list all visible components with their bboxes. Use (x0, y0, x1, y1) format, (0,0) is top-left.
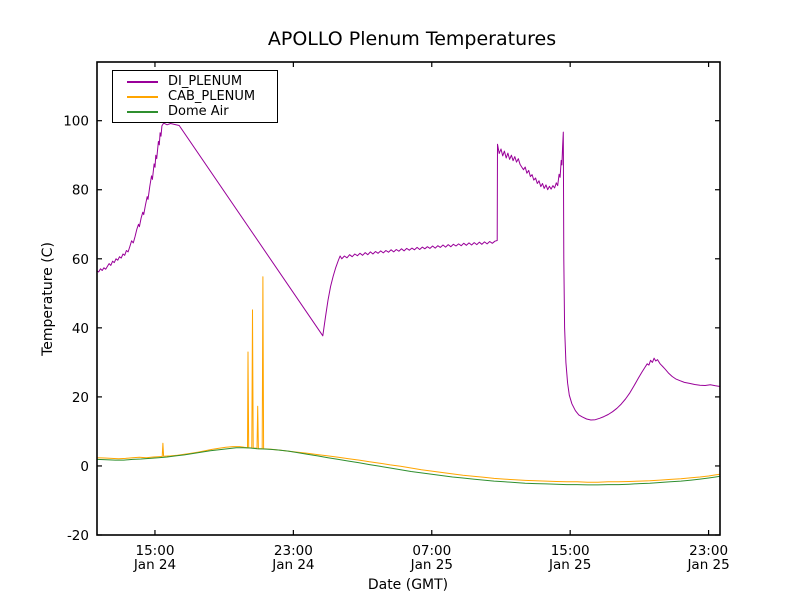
x-tick-label-date: Jan 25 (410, 557, 453, 573)
axes-frame (96, 61, 721, 536)
legend-label-di-plenum: DI_PLENUM (168, 74, 243, 89)
legend-label-dome-air: Dome Air (168, 104, 229, 119)
x-tick-label-date: Jan 24 (271, 557, 314, 573)
x-tick-label-time: 15:00 (551, 543, 590, 559)
x-tick-label-date: Jan 25 (548, 557, 591, 573)
x-tick-label-date: Jan 25 (686, 557, 729, 573)
x-axis-label: Date (GMT) (368, 577, 448, 593)
y-tick-label: -20 (67, 528, 89, 544)
legend-item-di-plenum: DI_PLENUM (127, 74, 271, 89)
cab-plenum-line-swatch-icon (127, 95, 158, 98)
legend-item-dome-air: Dome Air (127, 104, 271, 119)
y-tick-label: 0 (80, 459, 89, 475)
y-axis-label: Temperature (C) (40, 242, 56, 357)
x-tick-label-date: Jan 24 (133, 557, 176, 573)
y-tick-label: 80 (72, 183, 89, 199)
series-line-cab-plenum (96, 276, 721, 483)
legend-label-cab-plenum: CAB_PLENUM (168, 89, 256, 104)
x-tick-label-time: 23:00 (689, 543, 728, 559)
x-tick-label-time: 07:00 (412, 543, 451, 559)
legend-item-cab-plenum: CAB_PLENUM (127, 89, 271, 104)
legend: DI_PLENUM CAB_PLENUM Dome Air (112, 70, 278, 123)
series-line-di-plenum (96, 122, 721, 421)
series-line-dome-air (96, 447, 721, 486)
dome-air-line-swatch-icon (127, 110, 158, 113)
x-tick-label-time: 23:00 (274, 543, 313, 559)
chart-title: APOLLO Plenum Temperatures (268, 28, 556, 50)
y-tick-label: 20 (72, 390, 89, 406)
y-tick-label: 100 (63, 114, 89, 130)
x-tick-label-time: 15:00 (136, 543, 175, 559)
y-tick-label: 60 (72, 252, 89, 268)
di-plenum-line-swatch-icon (127, 80, 158, 83)
y-tick-label: 40 (72, 321, 89, 337)
